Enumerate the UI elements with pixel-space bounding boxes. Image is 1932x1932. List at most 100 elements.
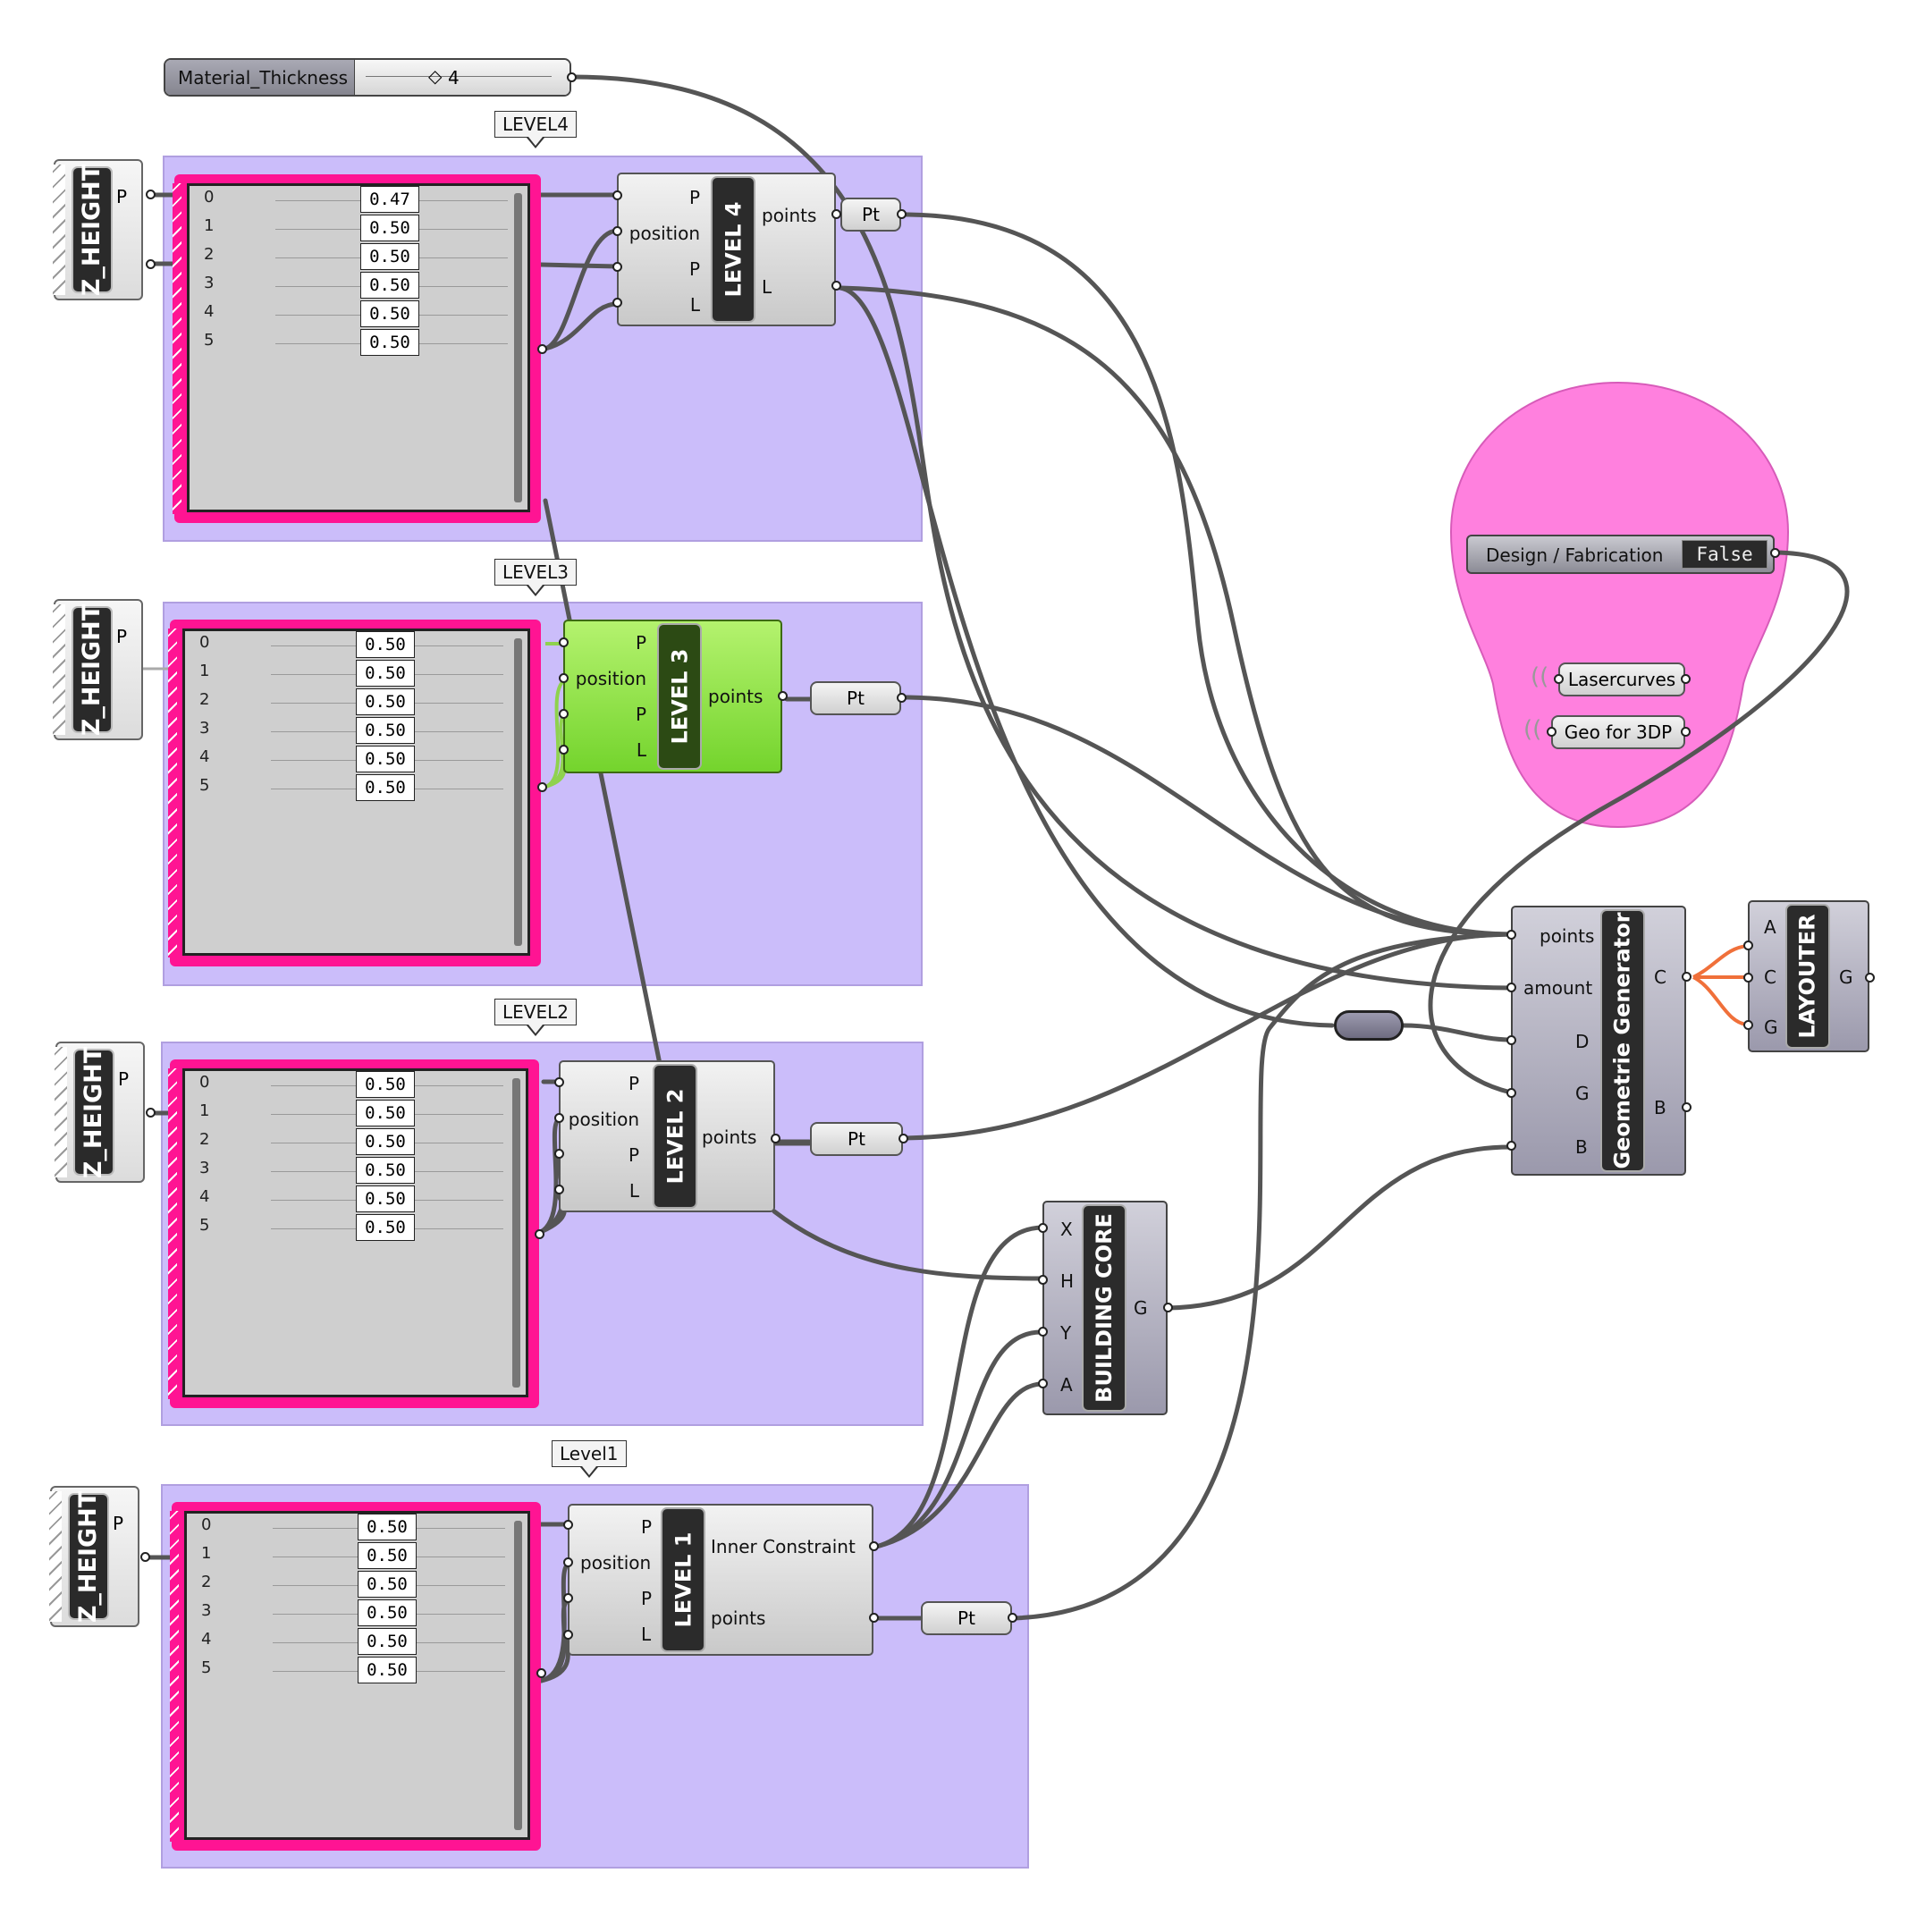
port[interactable] xyxy=(869,1541,879,1551)
panel-value[interactable]: 0.50 xyxy=(356,1100,415,1126)
port[interactable] xyxy=(778,691,788,701)
z-height-param-level1[interactable]: Z_HEIGHT P xyxy=(49,1486,139,1627)
port[interactable] xyxy=(536,1668,546,1678)
port[interactable] xyxy=(559,709,569,719)
z-height-param-level4[interactable]: Z_HEIGHT P xyxy=(53,159,143,300)
slider-track[interactable]: ◇ 4 xyxy=(355,60,569,95)
slider-knob-icon[interactable]: ◇ xyxy=(428,65,443,87)
panel-value[interactable]: 0.50 xyxy=(360,329,419,356)
panel-value[interactable]: 0.50 xyxy=(356,717,415,744)
port[interactable] xyxy=(1038,1275,1048,1285)
panel-value[interactable]: 0.50 xyxy=(356,746,415,772)
port[interactable] xyxy=(612,298,622,308)
panel-value[interactable]: 0.50 xyxy=(356,688,415,715)
port[interactable] xyxy=(1554,674,1564,684)
port[interactable] xyxy=(1743,941,1753,950)
port[interactable] xyxy=(897,209,907,219)
panel-value[interactable]: 0.50 xyxy=(356,1157,415,1184)
slider-output-port[interactable] xyxy=(567,72,577,82)
port[interactable] xyxy=(554,1113,564,1123)
port[interactable] xyxy=(146,1108,156,1118)
panel-scrollbar[interactable] xyxy=(514,638,522,946)
port[interactable] xyxy=(537,782,547,792)
panel-value[interactable]: 0.50 xyxy=(358,1657,417,1683)
port[interactable] xyxy=(1008,1613,1017,1623)
port[interactable] xyxy=(612,190,622,200)
port[interactable] xyxy=(1038,1379,1048,1388)
building-core-component[interactable]: X H Y A BUILDING CORE G xyxy=(1042,1201,1168,1415)
panel-value[interactable]: 0.50 xyxy=(356,631,415,658)
port[interactable] xyxy=(1681,727,1691,737)
panel-value[interactable]: 0.50 xyxy=(360,300,419,327)
port[interactable] xyxy=(1547,727,1557,737)
material-thickness-slider[interactable]: Material_Thickness ◇ 4 xyxy=(164,58,571,97)
port[interactable] xyxy=(771,1134,780,1143)
panel-value[interactable]: 0.47 xyxy=(360,186,419,213)
panel-value[interactable]: 0.50 xyxy=(356,1185,415,1212)
fabrication-group-blob[interactable] xyxy=(1448,380,1793,831)
port[interactable] xyxy=(537,344,547,354)
level1-pt-param[interactable]: Pt xyxy=(921,1601,1012,1635)
port[interactable] xyxy=(1038,1327,1048,1337)
port[interactable] xyxy=(1770,548,1780,558)
port[interactable] xyxy=(899,1134,908,1143)
panel-value[interactable]: 0.50 xyxy=(356,1128,415,1155)
port[interactable] xyxy=(563,1630,573,1640)
port[interactable] xyxy=(1506,930,1516,940)
wire-relay[interactable] xyxy=(1334,1010,1404,1041)
design-fabrication-toggle[interactable]: Design / Fabrication False xyxy=(1466,535,1775,574)
level2-component[interactable]: P position P L LEVEL 2 points xyxy=(559,1060,775,1212)
port[interactable] xyxy=(612,226,622,236)
panel-value[interactable]: 0.50 xyxy=(356,660,415,687)
panel-scrollbar[interactable] xyxy=(512,1078,520,1388)
port[interactable] xyxy=(1743,1020,1753,1030)
level1-component[interactable]: P position P L LEVEL 1 Inner Constraint … xyxy=(568,1504,873,1656)
panel-value[interactable]: 0.50 xyxy=(356,1071,415,1098)
port[interactable] xyxy=(559,637,569,647)
z-height-param-level2[interactable]: Z_HEIGHT P xyxy=(55,1042,145,1183)
port[interactable] xyxy=(612,262,622,272)
geometrie-generator-component[interactable]: points amount D G B Geometrie Generator … xyxy=(1511,906,1686,1176)
port[interactable] xyxy=(1506,983,1516,992)
panel-value[interactable]: 0.50 xyxy=(358,1542,417,1569)
lasercurves-param[interactable]: Lasercurves xyxy=(1558,662,1685,696)
port[interactable] xyxy=(563,1520,573,1530)
port[interactable] xyxy=(1682,1102,1692,1112)
port[interactable] xyxy=(831,281,841,291)
port[interactable] xyxy=(559,673,569,683)
port[interactable] xyxy=(1506,1035,1516,1045)
port[interactable] xyxy=(897,693,907,703)
port[interactable] xyxy=(554,1149,564,1159)
port[interactable] xyxy=(1163,1303,1173,1312)
port[interactable] xyxy=(1682,972,1692,982)
z-height-param-level3[interactable]: Z_HEIGHT P xyxy=(53,599,143,740)
toggle-value[interactable]: False xyxy=(1682,540,1767,569)
panel-level3[interactable]: 0 0.50 1 0.50 2 0.50 3 0.50 4 0.50 5 0.50 xyxy=(168,620,541,966)
panel-scrollbar[interactable] xyxy=(514,1521,522,1830)
port[interactable] xyxy=(869,1613,879,1623)
port[interactable] xyxy=(146,259,156,269)
port[interactable] xyxy=(831,209,841,219)
port[interactable] xyxy=(559,745,569,755)
port[interactable] xyxy=(1681,674,1691,684)
panel-value[interactable]: 0.50 xyxy=(358,1514,417,1540)
port[interactable] xyxy=(1506,1088,1516,1098)
port[interactable] xyxy=(535,1229,544,1239)
port[interactable] xyxy=(563,1593,573,1603)
port[interactable] xyxy=(563,1557,573,1567)
panel-level1[interactable]: 0 0.50 1 0.50 2 0.50 3 0.50 4 0.50 5 0.50 xyxy=(170,1502,541,1851)
panel-value[interactable]: 0.50 xyxy=(356,774,415,801)
port[interactable] xyxy=(554,1185,564,1194)
port[interactable] xyxy=(140,1552,150,1562)
geo-for-3dp-param[interactable]: Geo for 3DP xyxy=(1551,715,1685,749)
port[interactable] xyxy=(1865,973,1875,983)
panel-value[interactable]: 0.50 xyxy=(358,1571,417,1598)
panel-level4[interactable]: 0 0.47 1 0.50 2 0.50 3 0.50 4 0.50 5 0.50 xyxy=(173,174,541,523)
level3-pt-param[interactable]: Pt xyxy=(810,681,901,715)
port[interactable] xyxy=(1038,1223,1048,1233)
port[interactable] xyxy=(146,190,156,199)
port[interactable] xyxy=(1506,1141,1516,1151)
port[interactable] xyxy=(554,1077,564,1087)
panel-level2[interactable]: 0 0.50 1 0.50 2 0.50 3 0.50 4 0.50 5 0.50 xyxy=(168,1059,539,1408)
